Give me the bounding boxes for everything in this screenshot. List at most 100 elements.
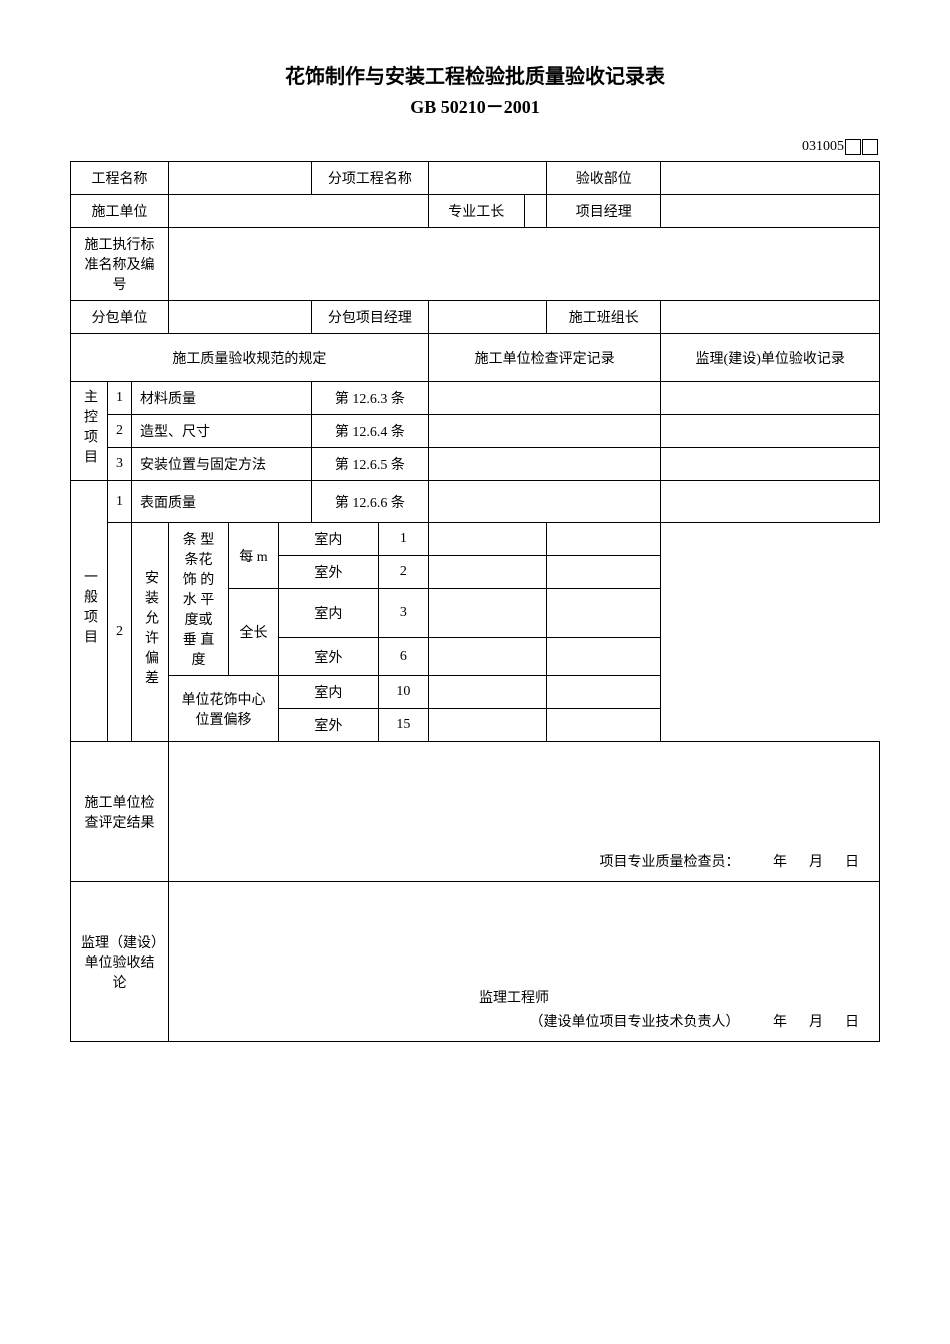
- center-label: 单位花饰中心位置偏移: [169, 676, 279, 742]
- subcontractor-value: [169, 301, 312, 334]
- gen-1-ref: 第 12.6.6 条: [311, 481, 428, 523]
- general-item-2e: 单位花饰中心位置偏移 室内 10: [71, 676, 880, 709]
- per-m-label: 每 m: [229, 523, 279, 589]
- gen-2b-supervise: [547, 556, 661, 589]
- v2: 2: [378, 556, 428, 589]
- foreman-value: [524, 195, 546, 228]
- main-2-ref: 第 12.6.4 条: [311, 415, 428, 448]
- gen-2e-inspect: [428, 676, 546, 709]
- main-table: 工程名称 分项工程名称 验收部位 施工单位 专业工长 项目经理 施工执行标准名称…: [70, 161, 880, 1042]
- full-length-label: 全长: [229, 589, 279, 676]
- foreman-label: 专业工长: [428, 195, 524, 228]
- gen-1-supervise: [661, 481, 880, 523]
- supervise-header: 监理(建设)单位验收记录: [661, 334, 880, 382]
- quality-inspector-label: 项目专业质量检查员：: [600, 851, 740, 871]
- gen-1-label: 表面质量: [132, 481, 312, 523]
- main-3-no: 3: [108, 448, 132, 481]
- header-row-2: 施工单位 专业工长 项目经理: [71, 195, 880, 228]
- main-1-supervise: [661, 382, 880, 415]
- main-2-supervise: [661, 415, 880, 448]
- date-2: 年月日: [773, 1011, 859, 1031]
- subtitle: GB 50210－2001: [70, 93, 880, 119]
- outdoor-2: 室外: [279, 638, 379, 676]
- form-code: 031005: [802, 139, 844, 154]
- team-leader-label: 施工班组长: [547, 301, 661, 334]
- spec-header: 施工质量验收规范的规定: [71, 334, 429, 382]
- gen-2e-supervise: [547, 676, 661, 709]
- supervise-result-block: 监理工程师 （建设单位项目专业技术负责人） 年月日: [169, 882, 880, 1042]
- v6: 6: [378, 638, 428, 676]
- dev-label: 安装允许偏差: [140, 570, 160, 690]
- main-title: 花饰制作与安装工程检验批质量验收记录表: [70, 60, 880, 89]
- main-1-no: 1: [108, 382, 132, 415]
- engineer-line2: （建设单位项目专业技术负责人）: [530, 1011, 740, 1031]
- gen-2d-inspect: [428, 638, 546, 676]
- construction-result-label: 施工单位检查评定结果: [71, 742, 169, 882]
- date-1: 年月日: [773, 851, 859, 871]
- gen-1-no: 1: [108, 481, 132, 523]
- subcontractor-label: 分包单位: [71, 301, 169, 334]
- project-name-label: 工程名称: [71, 162, 169, 195]
- gen-2a-supervise: [547, 523, 661, 556]
- team-leader-value: [661, 301, 880, 334]
- gen-2b-inspect: [428, 556, 546, 589]
- header-row-1: 工程名称 分项工程名称 验收部位: [71, 162, 880, 195]
- general-section-label: 一般项目: [79, 569, 99, 649]
- gen-2f-supervise: [547, 709, 661, 742]
- standard-label: 施工执行标准名称及编号: [71, 228, 169, 301]
- gen-2a-inspect: [428, 523, 546, 556]
- supervise-result-label: 监理（建设）单位验收结论: [71, 882, 169, 1042]
- sub-project-value: [428, 162, 546, 195]
- main-2-label: 造型、尺寸: [132, 415, 312, 448]
- acceptance-dept-label: 验收部位: [547, 162, 661, 195]
- main-3-label: 安装位置与固定方法: [132, 448, 312, 481]
- main-item-3: 3 安装位置与固定方法 第 12.6.5 条: [71, 448, 880, 481]
- indoor-2: 室内: [279, 589, 379, 638]
- inspect-header: 施工单位检查评定记录: [428, 334, 661, 382]
- strip-label: 条 型 条花 饰 的水 平 度或 垂 直度: [169, 523, 229, 676]
- construction-result-block: 项目专业质量检查员： 年月日: [169, 742, 880, 882]
- construction-result-row: 施工单位检查评定结果 项目专业质量检查员： 年月日: [71, 742, 880, 882]
- gen-2d-supervise: [547, 638, 661, 676]
- standard-value: [169, 228, 880, 301]
- outdoor-3: 室外: [279, 709, 379, 742]
- indoor-1: 室内: [279, 523, 379, 556]
- main-section-label: 主控项目: [79, 389, 99, 469]
- gen-2f-inspect: [428, 709, 546, 742]
- gen-2c-supervise: [547, 589, 661, 638]
- construction-unit-label: 施工单位: [71, 195, 169, 228]
- main-2-no: 2: [108, 415, 132, 448]
- main-1-inspect: [428, 382, 661, 415]
- v3: 3: [378, 589, 428, 638]
- main-3-ref: 第 12.6.5 条: [311, 448, 428, 481]
- sub-pm-label: 分包项目经理: [311, 301, 428, 334]
- supervise-result-row: 监理（建设）单位验收结论 监理工程师 （建设单位项目专业技术负责人） 年月日: [71, 882, 880, 1042]
- main-3-inspect: [428, 448, 661, 481]
- gen-1-inspect: [428, 481, 661, 523]
- v10: 10: [378, 676, 428, 709]
- pm-label: 项目经理: [547, 195, 661, 228]
- indoor-3: 室内: [279, 676, 379, 709]
- pm-value: [661, 195, 880, 228]
- form-code-row: 031005: [70, 139, 880, 155]
- acceptance-dept-value: [661, 162, 880, 195]
- engineer-line1: 监理工程师: [169, 987, 859, 1007]
- gen-2c-inspect: [428, 589, 546, 638]
- code-box-2: [862, 139, 878, 155]
- main-item-1: 主控项目 1 材料质量 第 12.6.3 条: [71, 382, 880, 415]
- project-name-value: [169, 162, 312, 195]
- general-item-1: 一般项目 1 表面质量 第 12.6.6 条: [71, 481, 880, 523]
- v1: 1: [378, 523, 428, 556]
- header-row-4: 分包单位 分包项目经理 施工班组长: [71, 301, 880, 334]
- outdoor-1: 室外: [279, 556, 379, 589]
- main-1-ref: 第 12.6.3 条: [311, 382, 428, 415]
- gen-2-no: 2: [108, 523, 132, 742]
- main-1-label: 材料质量: [132, 382, 312, 415]
- general-item-2a: 2 安装允许偏差 条 型 条花 饰 的水 平 度或 垂 直度 每 m 室内 1: [71, 523, 880, 556]
- code-box-1: [845, 139, 861, 155]
- spec-header-row: 施工质量验收规范的规定 施工单位检查评定记录 监理(建设)单位验收记录: [71, 334, 880, 382]
- sub-pm-value: [428, 301, 546, 334]
- main-item-2: 2 造型、尺寸 第 12.6.4 条: [71, 415, 880, 448]
- sub-project-label: 分项工程名称: [311, 162, 428, 195]
- construction-unit-value: [169, 195, 429, 228]
